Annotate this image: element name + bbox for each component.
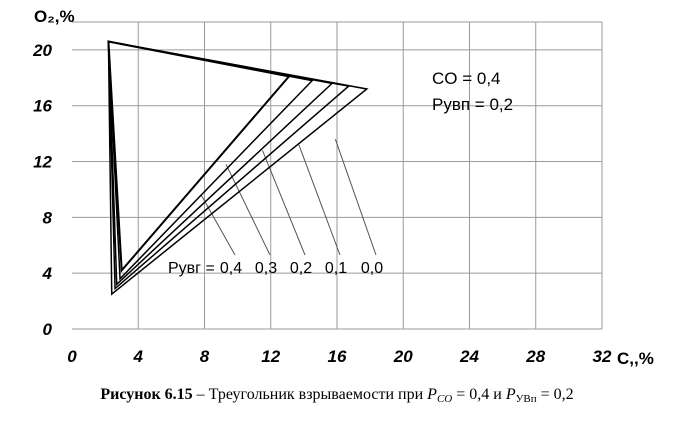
triangle-series [107, 40, 369, 296]
caption-text: – Треугольник взрываемости при [192, 386, 428, 403]
caption-p2-subscript: УВп [515, 393, 537, 405]
param-co-annotation: CO = 0,4 [432, 69, 501, 88]
leader-line [298, 144, 341, 256]
leader-line [262, 150, 306, 256]
x-tick-labels: 0 4 8 12 16 20 24 28 32 [67, 347, 612, 366]
series-label: 0,3 [255, 260, 277, 277]
x-axis-label: C,,% [617, 349, 654, 368]
series-label: 0,4 [220, 260, 242, 277]
y-tick-labels: 0 4 8 12 16 20 [32, 41, 52, 339]
x-tick-label: 16 [328, 347, 347, 366]
series-label: 0,0 [361, 260, 383, 277]
series-label: 0,1 [325, 260, 347, 277]
x-tick-label: 28 [525, 347, 545, 366]
caption-p1: P [427, 386, 437, 403]
y-tick-label: 8 [43, 208, 53, 227]
series-label: 0,2 [290, 260, 312, 277]
caption-p2: P [505, 386, 516, 403]
caption-eq1: = 0,4 и [452, 386, 506, 403]
y-tick-label: 12 [33, 153, 52, 172]
figure-caption: Рисунок 6.15 – Треугольник взрываемости … [0, 386, 674, 405]
leader-line [225, 164, 271, 256]
x-tick-label: 24 [459, 347, 479, 366]
leader-lines [200, 139, 377, 256]
explosivity-triangle-chart: 0 4 8 12 16 20 24 28 32 0 4 8 12 16 20 O₂,% C,,% CO =… [32, 7, 654, 368]
x-tick-label: 20 [393, 347, 413, 366]
y-tick-label: 16 [33, 97, 52, 116]
y-tick-label: 20 [32, 41, 52, 60]
triangle-series-0 [107, 40, 291, 273]
x-tick-label: 8 [200, 347, 210, 366]
triangle-series-1 [107, 40, 314, 281]
y-tick-label: 4 [42, 264, 53, 283]
y-axis-label: O₂,% [34, 7, 75, 26]
param-pyvp-annotation: Pувп = 0,2 [432, 95, 513, 114]
x-tick-label: 12 [261, 347, 280, 366]
caption-figure-number: Рисунок 6.15 [100, 386, 193, 403]
leader-line [200, 194, 236, 256]
y-tick-label: 0 [43, 320, 53, 339]
caption-p1-subscript: CO [436, 393, 453, 405]
grid [72, 21, 603, 330]
legend-prefix: Pувг = [168, 260, 215, 277]
leader-line [334, 139, 377, 256]
x-tick-label: 32 [593, 347, 612, 366]
x-tick-label: 4 [133, 347, 144, 366]
x-tick-label: 0 [67, 347, 77, 366]
series-labels: 0,4 0,3 0,2 0,1 0,0 [220, 260, 383, 277]
caption-eq2: = 0,2 [536, 386, 574, 403]
triangle-series-4 [107, 40, 369, 296]
